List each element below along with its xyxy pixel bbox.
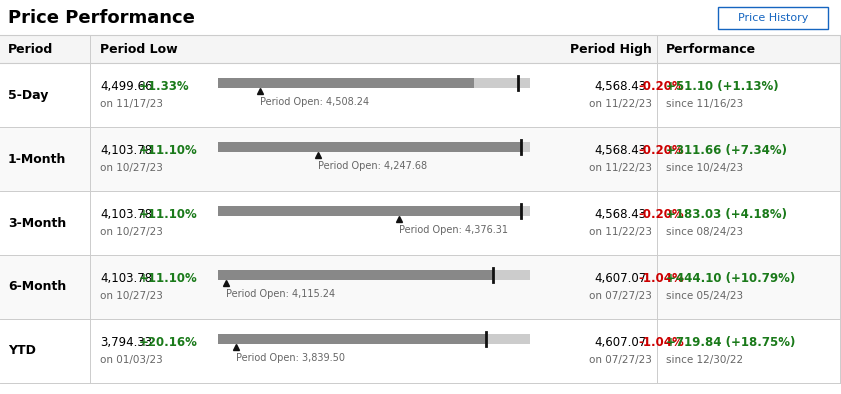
Text: +1.33%: +1.33% — [139, 80, 189, 93]
Text: +444.10 (+10.79%): +444.10 (+10.79%) — [666, 271, 796, 284]
Text: Period Open: 4,247.68: Period Open: 4,247.68 — [318, 162, 427, 171]
Bar — [0, 0, 841, 35]
Text: Period Open: 3,839.50: Period Open: 3,839.50 — [236, 353, 345, 364]
Text: on 11/17/23: on 11/17/23 — [100, 99, 163, 109]
Text: +51.10 (+1.13%): +51.10 (+1.13%) — [666, 80, 779, 93]
Bar — [486, 335, 530, 344]
Text: on 10/27/23: on 10/27/23 — [100, 291, 163, 301]
Text: 5-Day: 5-Day — [8, 89, 49, 102]
Text: 4,103.78: 4,103.78 — [100, 143, 152, 156]
Text: -0.20%: -0.20% — [638, 143, 684, 156]
Text: since 11/16/23: since 11/16/23 — [666, 99, 743, 109]
Text: 4,103.78: 4,103.78 — [100, 208, 152, 221]
Text: on 01/03/23: on 01/03/23 — [100, 355, 163, 365]
Text: since 05/24/23: since 05/24/23 — [666, 291, 743, 301]
Text: since 12/30/22: since 12/30/22 — [666, 355, 743, 365]
Text: -1.04%: -1.04% — [638, 271, 684, 284]
Bar — [0, 35, 841, 63]
Text: -0.20%: -0.20% — [638, 80, 684, 93]
Text: 4,499.66: 4,499.66 — [100, 80, 152, 93]
Text: +11.10%: +11.10% — [139, 143, 198, 156]
Bar — [218, 270, 493, 281]
Bar — [718, 6, 828, 28]
Text: on 10/27/23: on 10/27/23 — [100, 163, 163, 173]
Text: 3,794.33: 3,794.33 — [100, 336, 152, 349]
Text: Period Open: 4,115.24: Period Open: 4,115.24 — [225, 290, 335, 299]
Text: +719.84 (+18.75%): +719.84 (+18.75%) — [666, 336, 796, 349]
Text: Period Open: 4,508.24: Period Open: 4,508.24 — [260, 97, 369, 108]
Text: Performance: Performance — [666, 43, 756, 56]
Bar — [473, 78, 530, 89]
Text: 4,607.07: 4,607.07 — [594, 271, 646, 284]
Text: +20.16%: +20.16% — [139, 336, 198, 349]
Text: on 11/22/23: on 11/22/23 — [589, 163, 652, 173]
Bar — [0, 255, 841, 319]
Bar — [218, 206, 521, 216]
Text: on 07/27/23: on 07/27/23 — [590, 291, 652, 301]
Text: Price History: Price History — [738, 13, 808, 22]
Bar — [521, 143, 530, 152]
Text: on 10/27/23: on 10/27/23 — [100, 227, 163, 237]
Text: +11.10%: +11.10% — [139, 271, 198, 284]
Bar — [0, 319, 841, 383]
Text: YTD: YTD — [8, 344, 36, 357]
Text: 4,607.07: 4,607.07 — [594, 336, 646, 349]
Text: Period Open: 4,376.31: Period Open: 4,376.31 — [399, 225, 508, 236]
Text: Period: Period — [8, 43, 53, 56]
Bar — [218, 143, 521, 152]
Text: 3-Month: 3-Month — [8, 216, 66, 229]
Text: since 10/24/23: since 10/24/23 — [666, 163, 743, 173]
Text: on 07/27/23: on 07/27/23 — [590, 355, 652, 365]
Bar — [218, 335, 486, 344]
Text: 1-Month: 1-Month — [8, 152, 66, 165]
Text: +183.03 (+4.18%): +183.03 (+4.18%) — [666, 208, 787, 221]
Bar — [493, 270, 530, 281]
Text: +11.10%: +11.10% — [139, 208, 198, 221]
Text: Period Low: Period Low — [100, 43, 177, 56]
Text: 4,568.43: 4,568.43 — [594, 208, 646, 221]
Text: Price Performance: Price Performance — [8, 9, 195, 26]
Bar — [0, 191, 841, 255]
Text: +311.66 (+7.34%): +311.66 (+7.34%) — [666, 143, 787, 156]
Text: since 08/24/23: since 08/24/23 — [666, 227, 743, 237]
Text: -1.04%: -1.04% — [638, 336, 684, 349]
Bar — [0, 63, 841, 127]
Text: -0.20%: -0.20% — [638, 208, 684, 221]
Text: Period High: Period High — [570, 43, 652, 56]
Bar — [521, 206, 530, 216]
Text: 4,103.78: 4,103.78 — [100, 271, 152, 284]
Text: on 11/22/23: on 11/22/23 — [589, 99, 652, 109]
Bar — [0, 127, 841, 191]
Text: 4,568.43: 4,568.43 — [594, 143, 646, 156]
Text: on 11/22/23: on 11/22/23 — [589, 227, 652, 237]
Bar — [218, 78, 473, 89]
Text: 6-Month: 6-Month — [8, 281, 66, 294]
Text: 4,568.43: 4,568.43 — [594, 80, 646, 93]
